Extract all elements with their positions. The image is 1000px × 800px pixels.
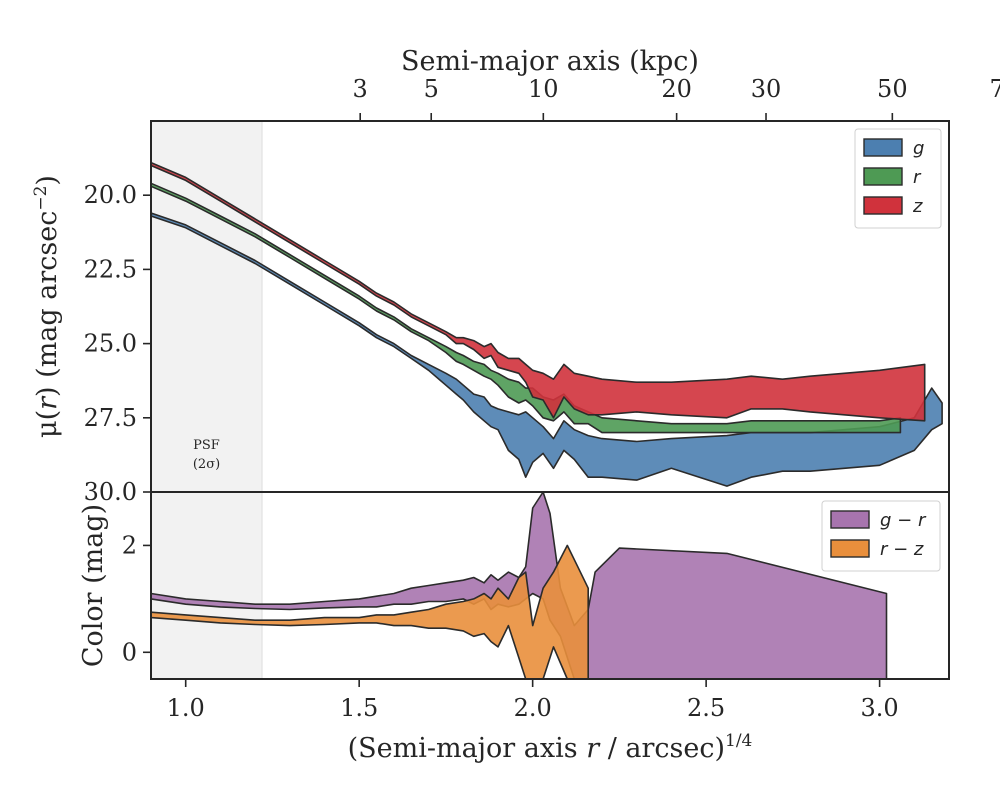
psf-label-line2: (2σ)	[193, 457, 220, 472]
top-y-tick-label: 30.0	[84, 478, 137, 506]
legend-label: z	[912, 196, 923, 217]
x-tick-label: 1.5	[340, 694, 378, 722]
bottom-legend: g − r r − z	[821, 500, 941, 572]
psf-shade-region	[150, 120, 263, 493]
xlabel-part-italic: r	[586, 733, 601, 764]
x-tick-label: 3.0	[861, 694, 899, 722]
top-legend: grz	[854, 128, 942, 229]
kpc-tick-label: 5	[424, 75, 439, 103]
surface-brightness-panel: 20.022.525.027.530.0351020305075100150 P…	[31, 46, 1000, 506]
ylabel-part-main: μ(	[32, 410, 63, 438]
legend-label: g − r	[880, 510, 927, 531]
surface-brightness-series	[150, 161, 943, 487]
bottom-x-axis-title: (Semi-major axis r / arcsec)1/4	[348, 731, 753, 764]
xlabel-part-pre: (Semi-major axis	[348, 733, 587, 764]
top-y-tick-label: 27.5	[84, 404, 137, 432]
top-y-tick-label: 22.5	[84, 255, 137, 283]
kpc-tick-label: 20	[661, 75, 692, 103]
top-y-tick-label: 25.0	[84, 330, 137, 358]
band-z	[150, 161, 926, 422]
kpc-tick-label: 50	[877, 75, 908, 103]
legend-swatch	[863, 196, 903, 215]
legend-label: r	[913, 167, 922, 188]
xlabel-part-post: / arcsec)	[599, 733, 725, 764]
top-y-tick-label: 20.0	[84, 181, 137, 209]
kpc-tick-label: 75	[989, 75, 1000, 103]
x-tick-label: 2.5	[687, 694, 725, 722]
ylabel-part-rest: ) (mag arcsec	[32, 211, 63, 397]
surface-brightness-ticks: 20.022.525.027.530.0351020305075100150	[84, 75, 1000, 506]
bottom-panel-frame	[150, 491, 950, 680]
xlabel-part-sup: 1/4	[725, 731, 752, 751]
psf-label-line1: PSF	[193, 438, 220, 453]
legend-swatch	[863, 138, 903, 157]
ylabel-part-sup: −2	[31, 186, 51, 211]
legend-label: r − z	[880, 539, 924, 560]
kpc-tick-label: 10	[528, 75, 559, 103]
color-panel: 0 2 1.0 1.5 2.0 2.5 3.0 Color (mag) (Semi-majo…	[78, 491, 950, 764]
band-g	[150, 212, 943, 487]
bottom-y-axis-title: Color (mag)	[78, 504, 109, 667]
kpc-tick-label: 30	[751, 75, 782, 103]
psf-shade-region-bottom	[150, 491, 263, 680]
bottom-y-tick-label: 0	[122, 638, 137, 666]
legend-label: g	[913, 138, 924, 159]
legend-swatch	[830, 510, 870, 529]
bottom-y-tick-label: 2	[122, 531, 137, 559]
ylabel-part-end: )	[32, 175, 63, 186]
x-tick-label: 2.0	[514, 694, 552, 722]
band-r	[150, 182, 902, 434]
x-tick-label: 1.0	[167, 694, 205, 722]
top-axis-title: Semi-major axis (kpc)	[401, 46, 699, 77]
legend-swatch	[830, 539, 870, 558]
legend-swatch	[863, 167, 903, 186]
color-ticks: 0 2 1.0 1.5 2.0 2.5 3.0	[122, 531, 899, 722]
top-y-axis-title: μ(r) (mag arcsec−2)	[31, 175, 63, 438]
kpc-tick-label: 3	[353, 75, 368, 103]
ylabel-part-italic: r	[32, 395, 63, 410]
